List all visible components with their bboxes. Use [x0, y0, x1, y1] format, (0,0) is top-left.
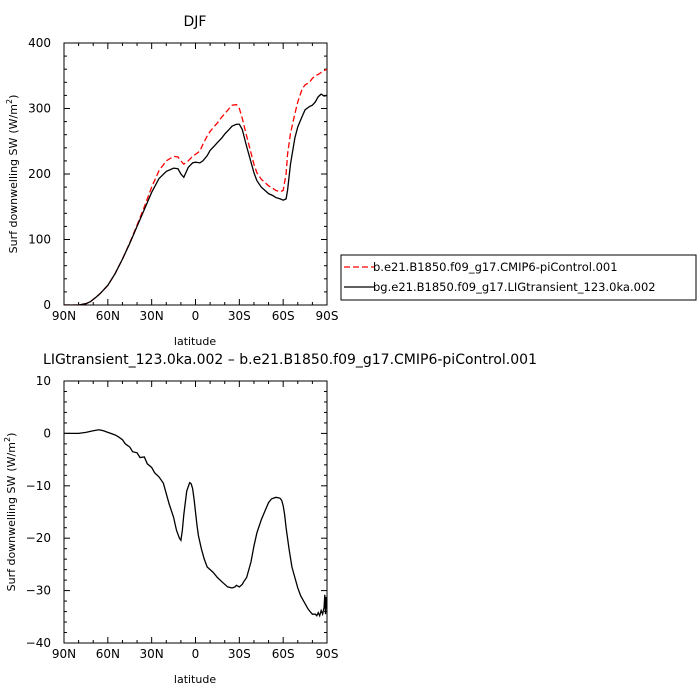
y-axis-label-text-top: Surf downwelling SW [7, 137, 20, 253]
x-tick-label: 30N [140, 647, 164, 661]
legend-label-picontrol: b.e21.B1850.f09_g17.CMIP6-piControl.001 [373, 260, 618, 274]
y-tick-label: 100 [28, 233, 51, 247]
legend-label-ligtransient: bg.e21.B1850.f09_g17.LIGtransient_123.0k… [373, 280, 656, 294]
y-axis-label-text-bottom: Surf downwelling SW [5, 475, 18, 591]
y-tick-label: −10 [26, 479, 51, 493]
x-tick-label: 0 [192, 647, 200, 661]
y-tick-label: 0 [43, 298, 51, 312]
y-tick-label: 200 [28, 167, 51, 181]
x-ticks-bottom: 90N 60N 30N 0 30S 60S 90S [52, 381, 339, 661]
y-axis-unit-close-top: ) [7, 95, 20, 99]
y-tick-label: 400 [28, 36, 51, 50]
x-axis-label-top: latitude [174, 335, 216, 348]
y-tick-label: 10 [36, 374, 51, 388]
y-tick-label: 300 [28, 102, 51, 116]
x-tick-label: 60N [96, 647, 120, 661]
y-ticks-top: 0 100 200 300 400 [28, 36, 327, 312]
x-tick-label: 90S [316, 309, 339, 323]
x-tick-label: 60S [272, 309, 295, 323]
plot-frame-top [63, 42, 328, 306]
x-axis-label-bottom: latitude [174, 673, 216, 686]
x-tick-label: 0 [192, 309, 200, 323]
y-tick-label: −30 [26, 584, 51, 598]
series-line-ligtransient [64, 93, 327, 305]
chart-title-bottom: LIGtransient_123.0ka.002 – b.e21.B1850.f… [43, 352, 537, 368]
x-tick-label: 30N [140, 309, 164, 323]
y-axis-unit-sup-top: 2 [5, 99, 14, 104]
y-axis-unit-top: (W/m [7, 104, 20, 134]
y-tick-label: 0 [43, 426, 51, 440]
legend: b.e21.B1850.f09_g17.CMIP6-piControl.001 … [340, 254, 697, 301]
chart-panel-top: DJF 90N 60N 30N 0 30S 60S 90S 0 100 200 300 400 la… [5, 14, 338, 348]
y-ticks-bottom: −40 −30 −20 −10 0 10 [26, 374, 327, 650]
y-axis-label-top: Surf downwelling SW (W/m2) [5, 95, 20, 254]
x-tick-label: 60N [96, 309, 120, 323]
x-ticks-top: 90N 60N 30N 0 30S 60S 90S [52, 43, 339, 323]
y-axis-unit-bottom: (W/m [5, 442, 18, 472]
y-axis-unit-close-bottom: ) [5, 433, 18, 437]
y-axis-unit-sup-bottom: 2 [3, 437, 12, 442]
y-tick-label: −20 [26, 531, 51, 545]
x-tick-label: 90N [52, 647, 76, 661]
series-line-difference [64, 429, 327, 618]
chart-title-top: DJF [184, 14, 207, 30]
y-axis-label-bottom: Surf downwelling SW (W/m2) [3, 433, 18, 592]
legend-box [340, 254, 697, 301]
x-tick-label: 90S [316, 647, 339, 661]
x-tick-label: 90N [52, 309, 76, 323]
chart-panel-bottom: LIGtransient_123.0ka.002 – b.e21.B1850.f… [3, 352, 537, 686]
x-tick-label: 60S [272, 647, 295, 661]
y-tick-label: −40 [26, 636, 51, 650]
x-tick-label: 30S [228, 309, 251, 323]
x-tick-label: 30S [228, 647, 251, 661]
